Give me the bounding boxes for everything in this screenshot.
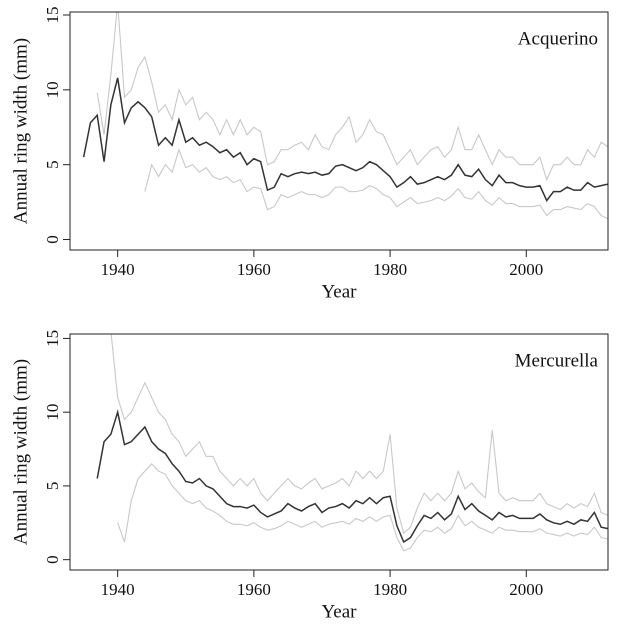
x-axis-label: Year xyxy=(321,281,357,302)
x-tick-label: 2000 xyxy=(509,260,543,279)
panel-annotation: Acquerino xyxy=(518,28,598,49)
y-tick-label: 0 xyxy=(43,555,62,564)
plot-frame xyxy=(69,333,609,571)
series-line xyxy=(110,334,608,535)
series-line xyxy=(117,462,608,552)
panel-annotation: Mercurella xyxy=(515,350,599,371)
series-line xyxy=(82,77,608,203)
plot-area xyxy=(96,334,608,552)
y-tick-label: 5 xyxy=(43,482,62,491)
x-tick-label: 2000 xyxy=(509,580,543,599)
x-tick-label: 1940 xyxy=(101,580,135,599)
plot-area xyxy=(82,12,608,220)
series-line xyxy=(96,409,608,544)
y-axis-label: Annual ring width (mm) xyxy=(10,359,31,545)
x-tick-label: 1980 xyxy=(373,260,407,279)
y-tick-label: 15 xyxy=(43,330,62,347)
y-tick-label: 0 xyxy=(43,235,62,244)
x-tick-label: 1980 xyxy=(373,580,407,599)
y-tick-label: 5 xyxy=(43,160,62,169)
x-axis-label: Year xyxy=(321,601,357,622)
x-tick-label: 1960 xyxy=(237,580,271,599)
series-line xyxy=(96,12,608,182)
series-line xyxy=(144,148,608,220)
y-tick-label: 10 xyxy=(43,81,62,98)
plot-frame xyxy=(69,11,609,251)
x-tick-label: 1960 xyxy=(237,260,271,279)
y-tick-label: 15 xyxy=(43,6,62,23)
y-tick-label: 10 xyxy=(43,404,62,421)
x-tick-label: 1940 xyxy=(101,260,135,279)
y-axis-label: Annual ring width (mm) xyxy=(10,38,31,224)
